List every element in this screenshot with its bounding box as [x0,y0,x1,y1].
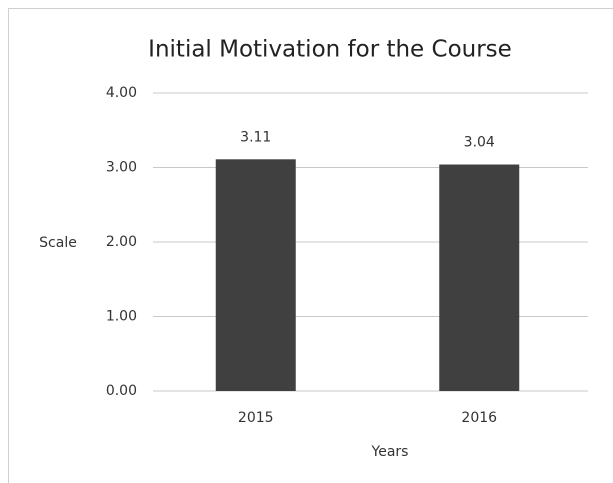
chart-border [8,8,613,483]
y-tick-label: 3.00 [106,160,137,176]
x-tick-label: 2016 [461,410,497,426]
data-label: 3.11 [240,129,271,145]
y-tick-label: 4.00 [106,85,137,101]
chart-title: Initial Motivation for the Course [148,37,512,63]
y-tick-label: 2.00 [106,234,137,250]
x-axis-label: Years [371,444,409,460]
y-tick-label: 0.00 [106,383,137,399]
bar [439,164,520,391]
y-tick-label: 1.00 [106,309,137,325]
data-label: 3.04 [464,135,495,151]
bar [215,159,296,391]
x-tick-label: 2015 [238,410,274,426]
y-axis-label: Scale [39,235,77,251]
